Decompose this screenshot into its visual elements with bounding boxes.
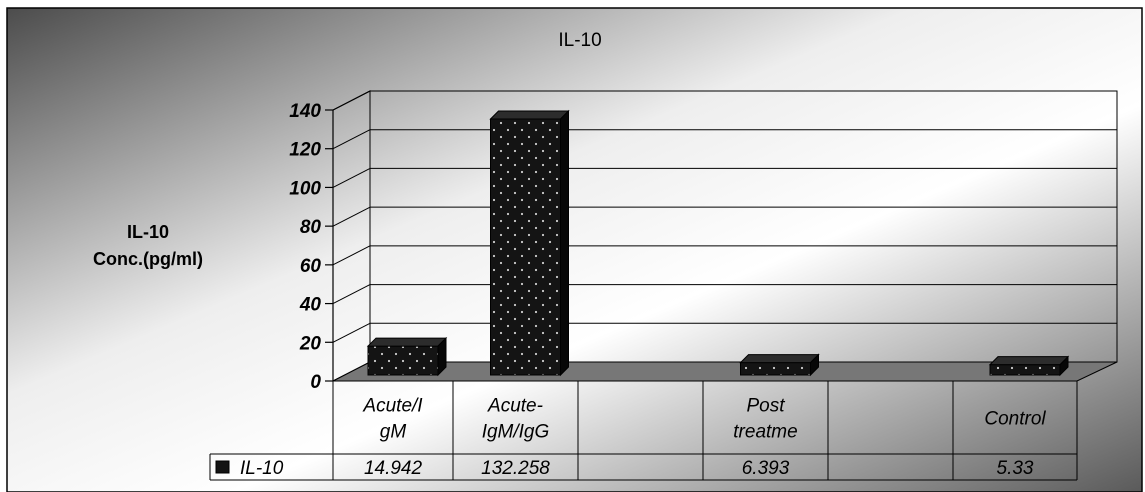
bar-top <box>739 354 820 364</box>
bar-top <box>489 110 570 120</box>
data-value-label: 6.393 <box>742 458 790 479</box>
gridline-side <box>332 322 371 343</box>
y-axis-label: Conc.(pg/ml) <box>93 249 203 269</box>
bar <box>988 355 1070 377</box>
y-tick-label: 60 <box>300 256 322 277</box>
gridline-side <box>332 206 371 227</box>
category-label: Post <box>746 396 785 417</box>
bar <box>366 336 448 377</box>
category-label: treatme <box>733 422 797 443</box>
bar-top <box>366 337 448 347</box>
bar-side <box>437 336 447 377</box>
legend-series-name: IL-10 <box>240 458 284 479</box>
gridline-side <box>332 284 371 305</box>
data-value-label: 14.942 <box>364 458 423 479</box>
category-label: IgM/IgG <box>482 422 550 443</box>
data-value-label: 5.33 <box>997 458 1034 479</box>
bar-side <box>1059 355 1069 377</box>
bar-side <box>810 353 819 377</box>
y-tick-label: 80 <box>300 217 322 238</box>
chart-title: IL-10 <box>558 30 601 51</box>
bar <box>489 109 570 377</box>
y-tick-label: 140 <box>289 101 321 122</box>
y-tick-label: 40 <box>299 295 322 316</box>
category-label: Acute/I <box>362 396 423 417</box>
bar-front <box>490 118 561 376</box>
gridline-side <box>332 129 371 150</box>
gridline-side <box>332 167 371 188</box>
bar-front <box>740 362 811 376</box>
y-tick-label: 120 <box>289 140 321 161</box>
category-label: Control <box>984 409 1046 430</box>
bar-front <box>367 345 439 376</box>
bar-side <box>560 109 569 377</box>
bar <box>739 353 820 377</box>
gridline-side <box>332 90 371 111</box>
category-label: Acute- <box>487 396 543 417</box>
y-tick-label: 100 <box>289 178 321 199</box>
bar-top <box>988 356 1070 366</box>
data-value-label: 132.258 <box>481 458 550 479</box>
y-axis-label: IL-10 <box>127 222 169 242</box>
y-tick-label: 20 <box>299 333 322 354</box>
gridline-side <box>332 245 371 266</box>
category-label: gM <box>380 422 407 443</box>
legend-swatch <box>215 460 230 474</box>
bar-front <box>989 364 1061 376</box>
y-tick-label: 0 <box>310 372 321 393</box>
